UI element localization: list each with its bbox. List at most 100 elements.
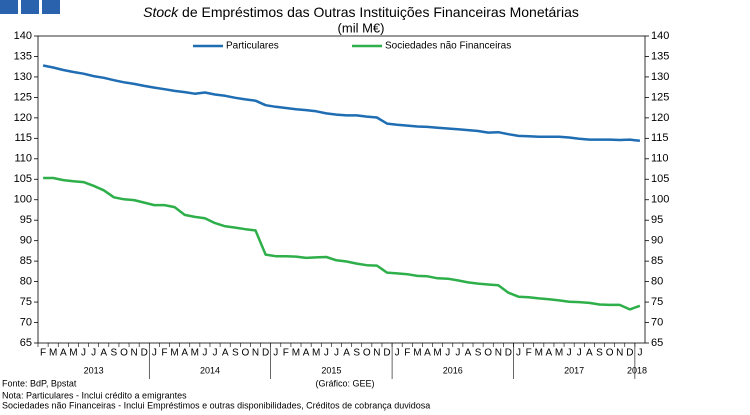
x-tick-label: M (555, 348, 563, 359)
title-emphasis: Stock (143, 4, 179, 20)
y-tick-label: 100 (14, 194, 32, 206)
x-tick-label: F (526, 348, 532, 359)
y-tick-label: 135 (14, 50, 32, 62)
x-tick-label: J (455, 348, 460, 359)
note: Sociedades não Financeiras - Inclui Empr… (2, 400, 430, 410)
y-tick-label: 140 (14, 30, 32, 42)
logo-square (42, 0, 60, 14)
series-line (43, 176, 641, 311)
x-tick-label: J (202, 348, 207, 359)
x-tick-label: D (505, 348, 512, 359)
x-tick-label: A (303, 348, 310, 359)
x-tick-label: F (161, 348, 167, 359)
x-tick-label: S (475, 348, 482, 359)
y2-tick-label: 110 (651, 153, 669, 165)
year-label: 2014 (200, 365, 220, 375)
x-tick-label: M (433, 348, 441, 359)
x-tick-label: S (232, 348, 239, 359)
x-tick-label: M (312, 348, 320, 359)
x-tick-label: J (445, 348, 450, 359)
y2-tick-label: 100 (651, 194, 669, 206)
y-tick-label: 75 (20, 296, 32, 308)
x-tick-label: M (69, 348, 77, 359)
y-tick-label: 120 (14, 112, 32, 124)
x-tick-label: D (383, 348, 390, 359)
x-tick-label: J (516, 348, 521, 359)
x-tick-label: N (252, 348, 259, 359)
x-tick-label: N (495, 348, 502, 359)
x-tick-label: A (100, 348, 107, 359)
y2-tick-label: 120 (651, 112, 669, 124)
x-tick-label: A (60, 348, 67, 359)
x-tick-label: F (40, 348, 46, 359)
y2-tick-label: 65 (651, 337, 663, 349)
x-tick-label: J (637, 348, 642, 359)
legend-label: Sociedades não Financeiras (385, 41, 511, 52)
x-tick-label: N (130, 348, 137, 359)
x-tick-label: M (191, 348, 199, 359)
x-tick-label: N (373, 348, 380, 359)
y-tick-label: 125 (14, 91, 32, 103)
year-label: 2016 (443, 365, 463, 375)
y2-tick-label: 135 (651, 50, 669, 62)
x-tick-label: M (413, 348, 421, 359)
x-tick-label: S (353, 348, 360, 359)
y2-tick-label: 75 (651, 296, 663, 308)
series-line (42, 64, 641, 143)
x-tick-label: O (242, 348, 250, 359)
x-tick-label: A (222, 348, 229, 359)
y2-tick-label: 105 (651, 173, 669, 185)
y-tick-label: 70 (20, 316, 32, 328)
x-tick-label: N (616, 348, 623, 359)
x-tick-label: A (586, 348, 593, 359)
x-tick-label: A (343, 348, 350, 359)
year-label: 2015 (321, 365, 341, 375)
logo-square (21, 0, 39, 14)
x-tick-label: A (424, 348, 431, 359)
year-label: 2018 (627, 365, 647, 375)
y-tick-label: 130 (14, 71, 32, 83)
x-tick-label: J (324, 348, 329, 359)
chart-title: Stock de Empréstimos das Outras Institui… (143, 4, 579, 20)
x-tick-label: O (606, 348, 614, 359)
x-tick-label: M (49, 348, 57, 359)
x-tick-label: J (334, 348, 339, 359)
y-tick-label: 105 (14, 173, 32, 185)
year-label: 2017 (564, 365, 584, 375)
y-tick-label: 115 (14, 132, 32, 144)
x-tick-label: J (273, 348, 278, 359)
x-tick-label: D (141, 348, 148, 359)
x-tick-label: F (404, 348, 410, 359)
source: Fonte: BdP, Bpstat (2, 378, 77, 388)
y2-tick-label: 70 (651, 316, 663, 328)
x-tick-label: J (152, 348, 157, 359)
x-tick-label: J (213, 348, 218, 359)
credit: (Gráfico: GEE) (315, 378, 374, 388)
x-tick-label: J (395, 348, 400, 359)
x-tick-label: D (626, 348, 633, 359)
legend-label: Particulares (226, 41, 279, 52)
y2-tick-label: 95 (651, 214, 663, 226)
x-tick-label: O (120, 348, 128, 359)
x-tick-label: A (181, 348, 188, 359)
x-tick-label: A (465, 348, 472, 359)
x-tick-label: S (111, 348, 118, 359)
y2-tick-label: 125 (651, 91, 669, 103)
y2-tick-label: 140 (651, 30, 669, 42)
y2-tick-label: 80 (651, 276, 663, 288)
x-tick-label: J (91, 348, 96, 359)
y2-tick-label: 130 (651, 71, 669, 83)
x-tick-label: M (170, 348, 178, 359)
x-tick-label: J (567, 348, 572, 359)
x-tick-label: S (596, 348, 603, 359)
x-tick-label: F (283, 348, 289, 359)
y-tick-label: 65 (20, 337, 32, 349)
x-tick-label: D (262, 348, 269, 359)
x-tick-label: J (81, 348, 86, 359)
y-tick-label: 110 (14, 153, 32, 165)
x-tick-label: A (546, 348, 553, 359)
y-tick-label: 85 (20, 255, 32, 267)
title-text: de Empréstimos das Outras Instituições F… (182, 4, 579, 20)
y-tick-label: 90 (20, 235, 32, 247)
y-tick-label: 95 (20, 214, 32, 226)
